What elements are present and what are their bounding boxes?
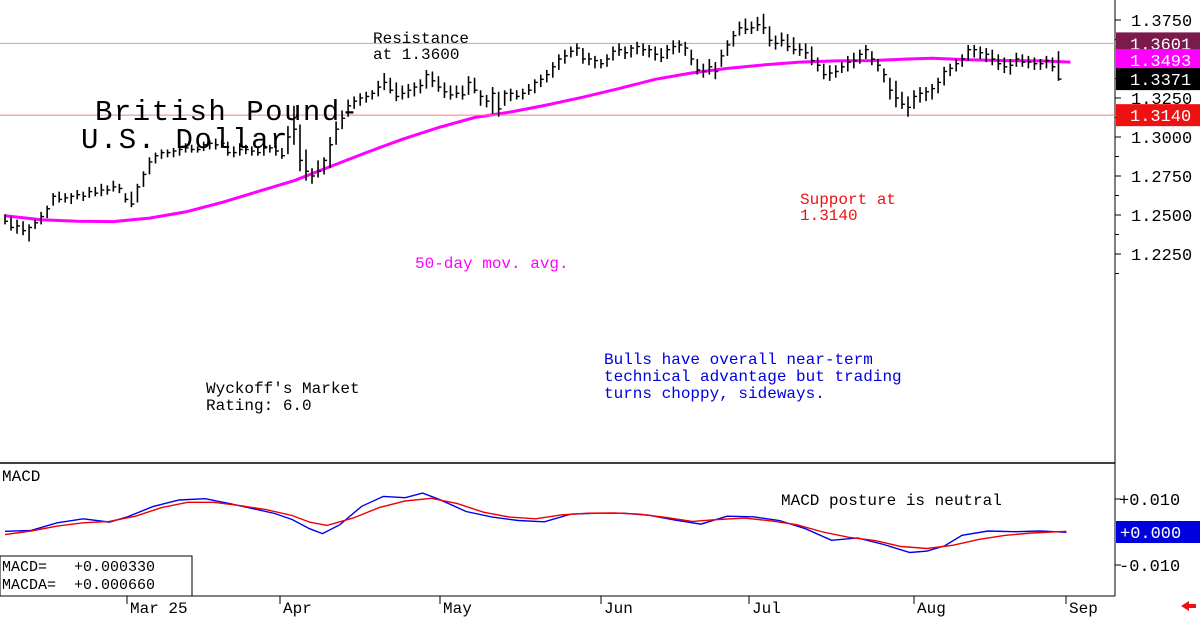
macd-readout-macda: MACDA= +0.000660: [2, 577, 155, 594]
chart-title-line2: U.S. Dollar: [81, 124, 289, 157]
date-axis-ticks: Mar 25 Apr May Jun Jul Aug Sep: [127, 596, 1098, 618]
back-arrow-icon[interactable]: [1181, 601, 1196, 611]
macd-readout-macd: MACD= +0.000330: [2, 559, 155, 576]
date-tick-label: Jun: [604, 600, 633, 618]
macd-tick-label: -0.010: [1119, 558, 1180, 577]
date-tick-label: Aug: [917, 600, 946, 618]
rating-label-line2: Rating: 6.0: [206, 397, 312, 415]
date-tick-label: Mar 25: [130, 600, 188, 618]
macd-panel: MACD MACD posture is neutral +0.010 -0.01…: [0, 464, 1200, 596]
macd-zero-label: +0.000: [1120, 525, 1181, 544]
price-tick-label: 1.2500: [1131, 208, 1192, 227]
date-tick-label: Apr: [283, 600, 312, 618]
comment-line3: turns choppy, sideways.: [604, 385, 825, 403]
ma-label: 50-day mov. avg.: [415, 255, 569, 273]
date-tick-label: May: [443, 600, 472, 618]
price-tick-label: 1.2250: [1131, 247, 1192, 266]
rating-label-line1: Wyckoff's Market: [206, 380, 360, 398]
price-tick-label: 1.3000: [1131, 130, 1192, 149]
comment-line1: Bulls have overall near-term: [604, 351, 873, 369]
resistance-label-line2: at 1.3600: [373, 46, 459, 64]
macd-posture-label: MACD posture is neutral: [781, 492, 1002, 510]
support-label-line2: 1.3140: [800, 207, 858, 225]
comment-line2: technical advantage but trading: [604, 368, 902, 386]
price-badge-label: 1.3140: [1130, 108, 1191, 127]
macd-panel-title: MACD: [2, 468, 40, 486]
macd-tick-label: +0.010: [1119, 492, 1180, 511]
date-tick-label: Jul: [752, 600, 781, 618]
price-tick-label: 1.3750: [1131, 13, 1192, 32]
price-badge-label: 1.3371: [1130, 72, 1191, 91]
date-axis: Mar 25 Apr May Jun Jul Aug Sep: [0, 596, 1196, 618]
price-tick-label: 1.2750: [1131, 169, 1192, 188]
date-tick-label: Sep: [1069, 600, 1098, 618]
